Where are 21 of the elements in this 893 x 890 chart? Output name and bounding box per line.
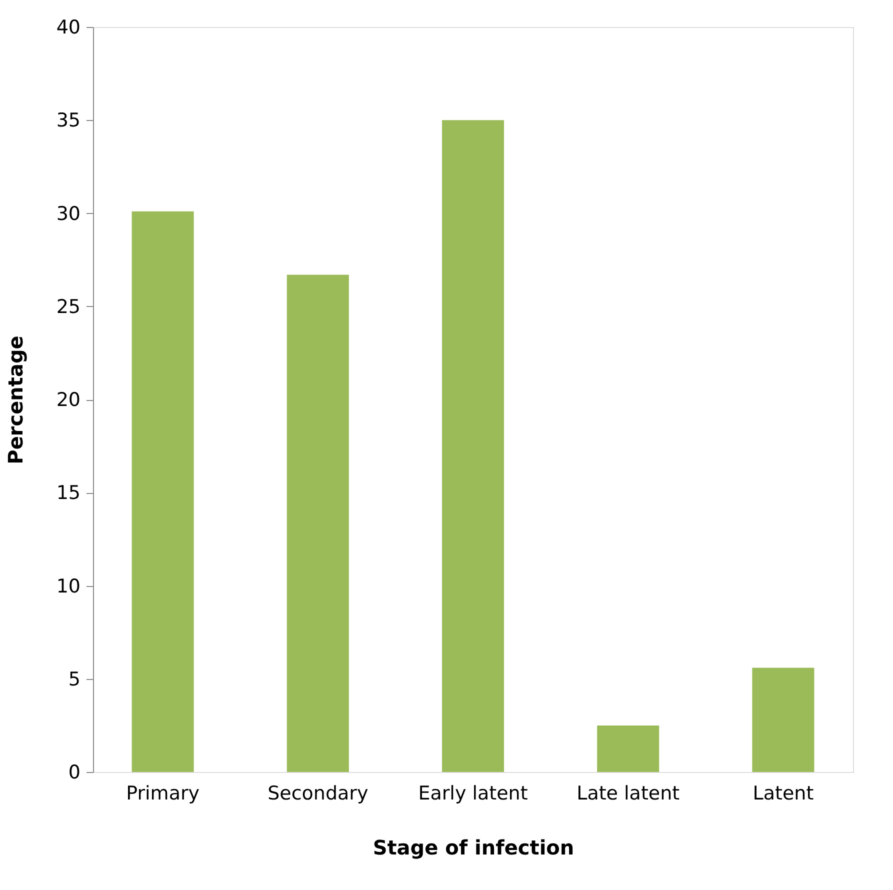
y-tick-label: 25 [56, 296, 80, 318]
y-tick-label: 0 [68, 762, 80, 784]
x-tick-label: Latent [752, 782, 814, 804]
bar [597, 725, 660, 772]
x-tick-label: Early latent [418, 782, 528, 804]
bar [752, 668, 814, 772]
y-tick-label: 5 [68, 668, 80, 690]
x-tick-label: Secondary [268, 782, 368, 804]
y-tick-label: 40 [56, 16, 80, 38]
y-tick-label: 10 [56, 575, 80, 598]
y-tick-label: 30 [56, 202, 80, 225]
y-tick-label: 35 [56, 110, 80, 132]
x-tick-label: Late latent [576, 782, 680, 804]
y-axis-title: Percentage [3, 336, 28, 464]
x-tick-label: Primary [126, 782, 200, 804]
y-tick-label: 20 [56, 389, 80, 411]
x-axis-title: Stage of infection [372, 836, 574, 860]
bar [286, 274, 349, 772]
bar [132, 211, 194, 772]
bar [442, 120, 504, 772]
y-tick-label: 15 [56, 482, 80, 504]
